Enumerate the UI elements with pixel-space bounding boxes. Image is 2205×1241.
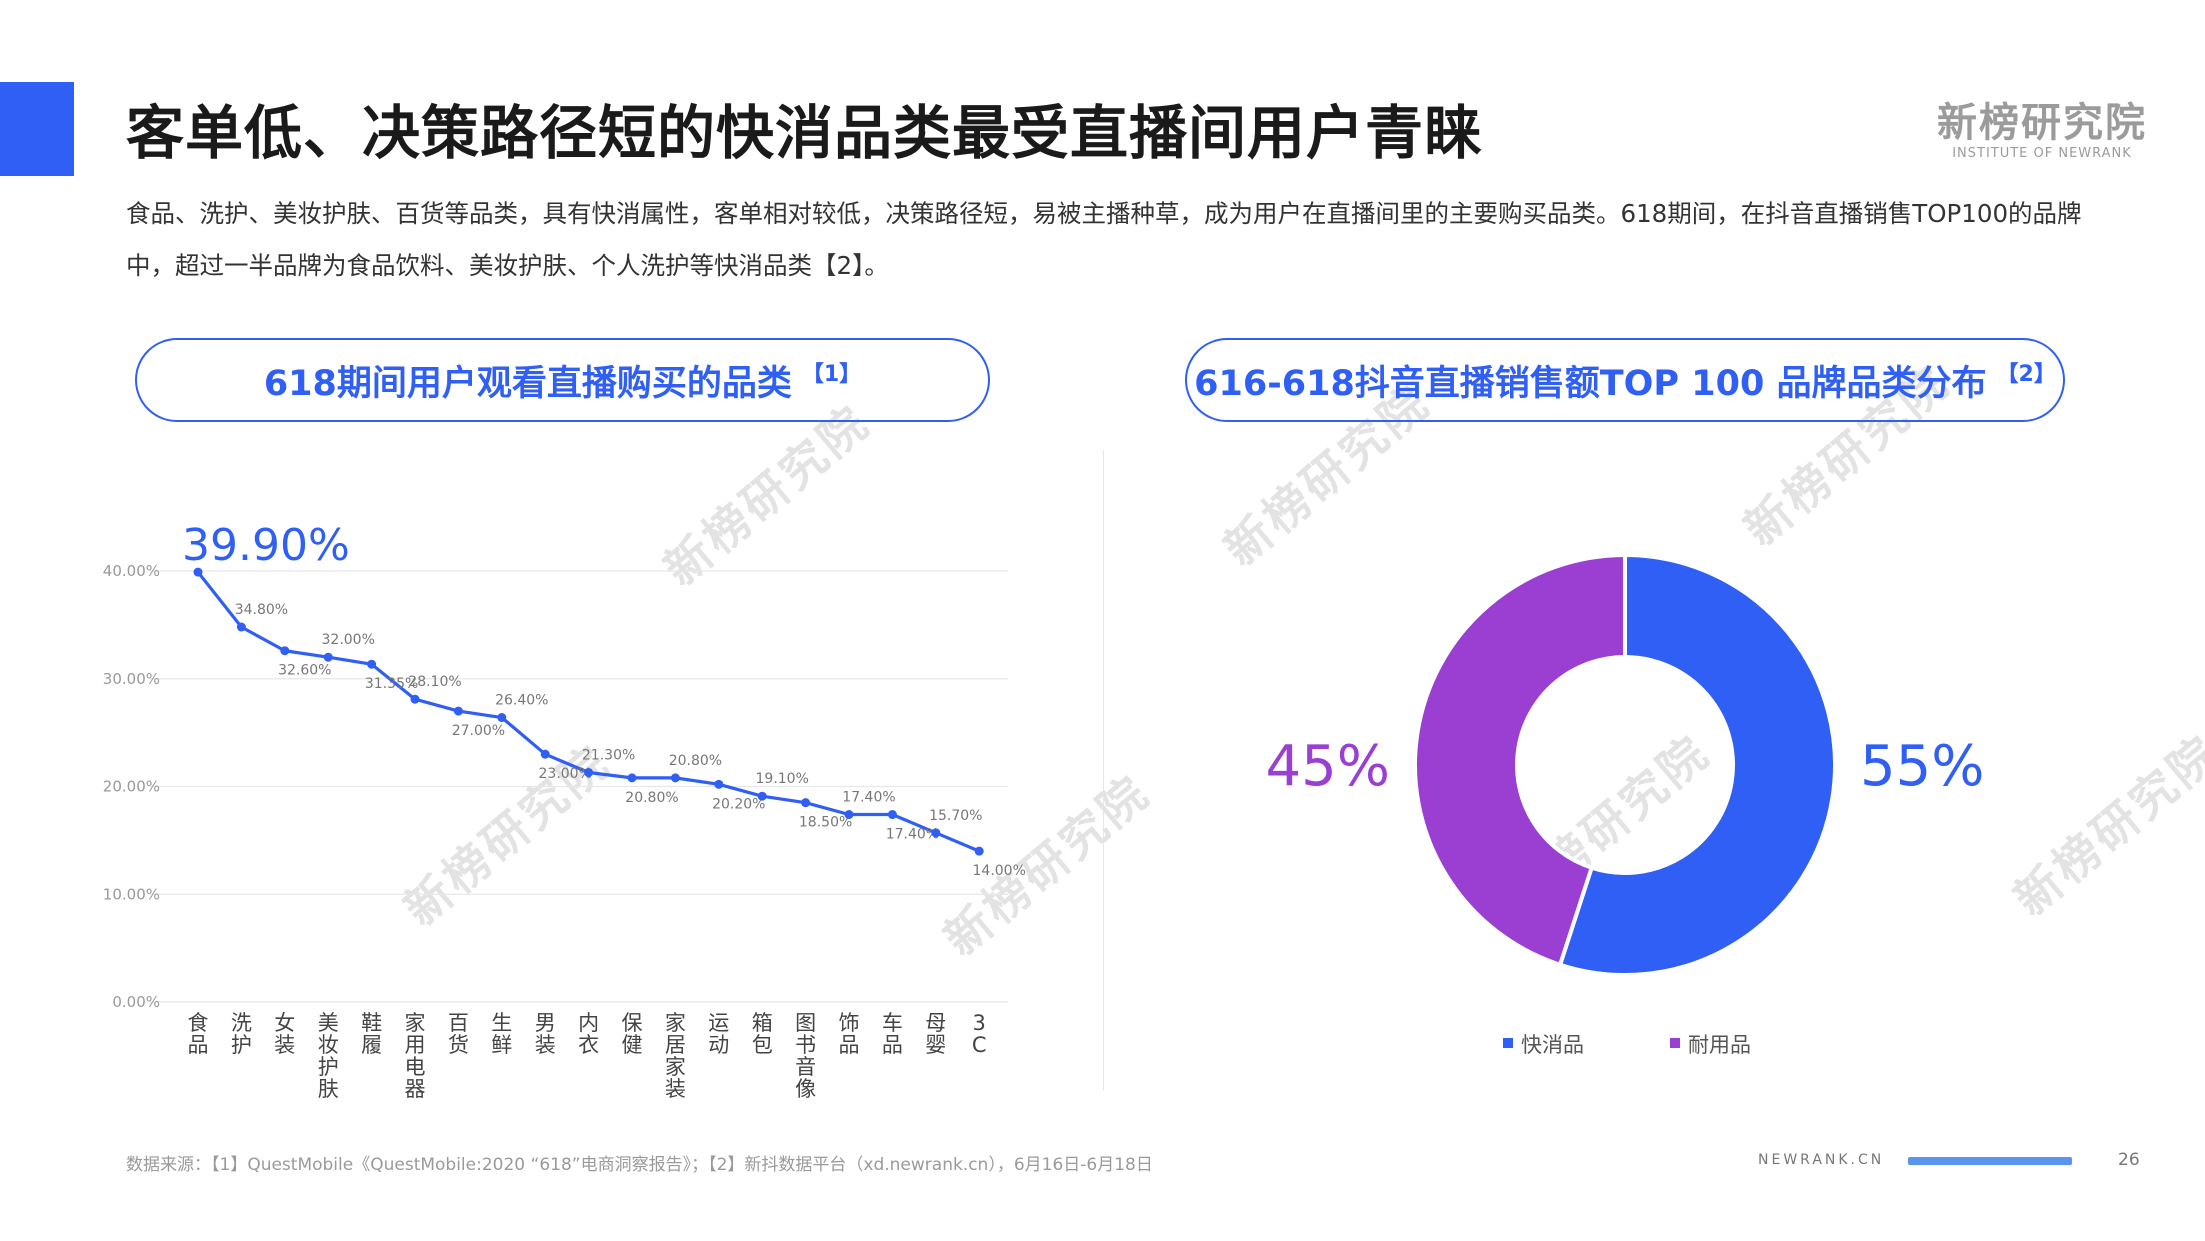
title-accent-bar (0, 82, 74, 176)
x-category-label: 母婴 (925, 1011, 946, 1057)
data-point (757, 791, 767, 801)
data-point (887, 810, 897, 820)
data-point (236, 622, 246, 632)
data-point (323, 652, 333, 662)
x-category-label: 内衣 (578, 1011, 599, 1057)
x-category-label: 保健 (622, 1011, 643, 1057)
donut-chart-title-ref: 【2】 (1996, 362, 2056, 387)
data-label: 34.80% (235, 602, 288, 618)
data-label: 17.40% (842, 790, 895, 806)
data-label: 19.10% (756, 771, 809, 787)
data-label: 20.20% (712, 796, 765, 812)
data-label: 23.00% (539, 766, 592, 782)
data-label: 20.80% (625, 790, 678, 806)
x-category-label: 图书音像 (795, 1011, 816, 1101)
page-number: 26 (2118, 1150, 2140, 1170)
x-category-label: 运动 (708, 1011, 729, 1057)
data-point (584, 767, 594, 777)
logo-text: 新榜研究院 (1937, 100, 2147, 146)
data-point (193, 567, 203, 577)
donut-slice (1557, 552, 1837, 977)
line-chart-title-text: 618期间用户观看直播购买的品类 (263, 363, 792, 404)
line-chart-title-ref: 【1】 (801, 362, 862, 387)
x-category-label: 饰品 (839, 1011, 860, 1057)
slice-value-label: 45% (1266, 734, 1390, 799)
logo-subtext: INSTITUTE OF NEWRANK (1952, 146, 2132, 161)
data-point (931, 828, 941, 838)
y-tick-label: 10.00% (103, 885, 160, 903)
x-category-label: 男装 (535, 1011, 556, 1057)
description: 食品、洗护、美妆护肤、百货等品类，具有快消属性，客单相对较低，决策路径短，易被主… (126, 199, 2082, 280)
x-category-label: 美妆护肤 (318, 1011, 339, 1101)
x-category-label: 洗护 (231, 1011, 252, 1057)
data-label: 20.80% (669, 753, 722, 769)
panel-divider (1103, 450, 1104, 1090)
page-title: 客单低、决策路径短的快消品类最受直播间用户青睐 (126, 99, 1484, 167)
data-label: 28.10% (408, 674, 461, 690)
data-point (844, 810, 854, 820)
data-point (627, 773, 637, 783)
x-category-label: 家居家装 (665, 1011, 686, 1101)
donut-slice (1413, 552, 1627, 968)
data-label: 17.40% (886, 827, 939, 843)
x-category-label: 车品 (882, 1011, 903, 1057)
data-source: 数据来源：【1】QuestMobile《QuestMobile:2020 “61… (126, 1155, 1153, 1175)
data-label: 15.70% (929, 808, 982, 824)
data-point (367, 659, 377, 669)
legend-label: 耐用品 (1688, 1033, 1751, 1057)
x-category-label: 箱包 (752, 1011, 773, 1057)
data-label: 32.60% (278, 663, 331, 679)
series-line (196, 571, 980, 853)
y-tick-label: 20.00% (103, 778, 160, 796)
x-category-label: 家用电器 (405, 1011, 426, 1101)
data-label: 32.00% (322, 632, 375, 648)
line-chart: 0.00% 10.00% 20.00% 30.00% 40.00% 39.90% 食品 34.… (103, 520, 1026, 1101)
y-tick-label: 40.00% (103, 562, 160, 580)
data-label: 18.50% (799, 815, 852, 831)
x-category-label: 生鲜 (491, 1011, 512, 1057)
data-label: 26.40% (495, 693, 548, 709)
data-point (670, 773, 680, 783)
data-point (974, 846, 984, 856)
data-point (801, 798, 811, 808)
site-url: NEWRANK.CN (1758, 1152, 1885, 1168)
legend-swatch (1670, 1038, 1680, 1048)
data-point (497, 713, 507, 723)
donut-chart: 55% 45% 快消品 耐用品 (1266, 552, 1984, 1057)
data-label: 31.35% (365, 676, 418, 692)
data-label: 21.30% (582, 747, 635, 763)
donut-chart-title: 616-618抖音直播销售额TOP 100 品牌品类分布 【2】 (1185, 338, 2065, 422)
x-category-label: 鞋履 (361, 1011, 382, 1057)
line-chart-title: 618期间用户观看直播购买的品类 【1】 (135, 338, 990, 422)
data-label-highlight: 39.90% (182, 520, 350, 571)
data-point (540, 749, 550, 759)
y-tick-label: 0.00% (112, 993, 160, 1011)
y-tick-label: 30.00% (103, 670, 160, 688)
data-label: 14.00% (973, 863, 1026, 879)
donut-chart-title-text: 616-618抖音直播销售额TOP 100 品牌品类分布 (1194, 363, 1987, 404)
data-point (714, 779, 724, 789)
data-label: 27.00% (452, 723, 505, 739)
data-point (280, 646, 290, 656)
data-point (453, 706, 463, 716)
x-category-label: 女装 (274, 1011, 295, 1057)
x-category-label: 食品 (188, 1011, 209, 1057)
x-category-label: 百货 (448, 1011, 469, 1057)
footer-accent-bar (1908, 1157, 2072, 1165)
slice-value-label: 55% (1860, 734, 1984, 799)
legend-label: 快消品 (1521, 1033, 1584, 1057)
data-point (410, 694, 420, 704)
legend-swatch (1503, 1038, 1513, 1048)
brand-logo: 新榜研究院 INSTITUTE OF NEWRANK (1922, 90, 2162, 161)
